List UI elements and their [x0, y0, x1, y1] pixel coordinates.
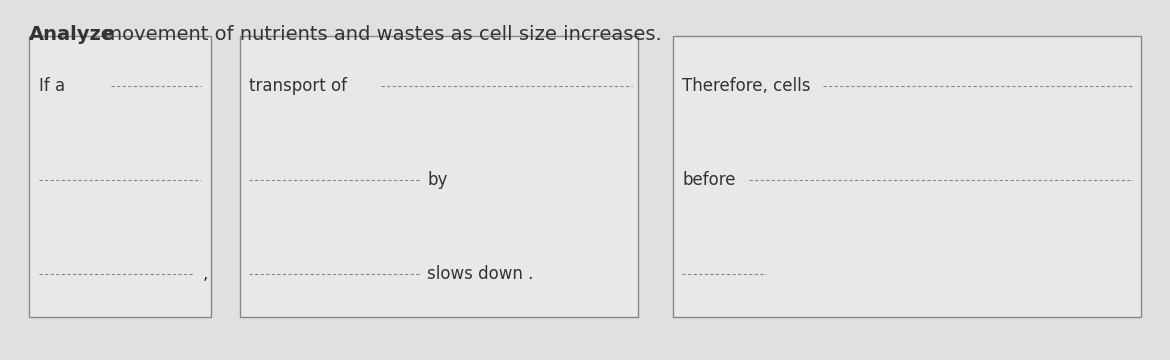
Text: before: before [682, 171, 736, 189]
Bar [673, 36, 1141, 317]
Bar [29, 36, 211, 317]
Text: by: by [427, 171, 447, 189]
Text: movement of nutrients and wastes as cell size increases.: movement of nutrients and wastes as cell… [97, 25, 662, 44]
Text: ,: , [202, 265, 208, 283]
Text: Therefore, cells: Therefore, cells [682, 77, 811, 95]
Text: slows down .: slows down . [427, 265, 534, 283]
Text: transport of: transport of [249, 77, 347, 95]
Bar [240, 36, 638, 317]
Text: Analyze: Analyze [29, 25, 116, 44]
Text: If a: If a [39, 77, 64, 95]
